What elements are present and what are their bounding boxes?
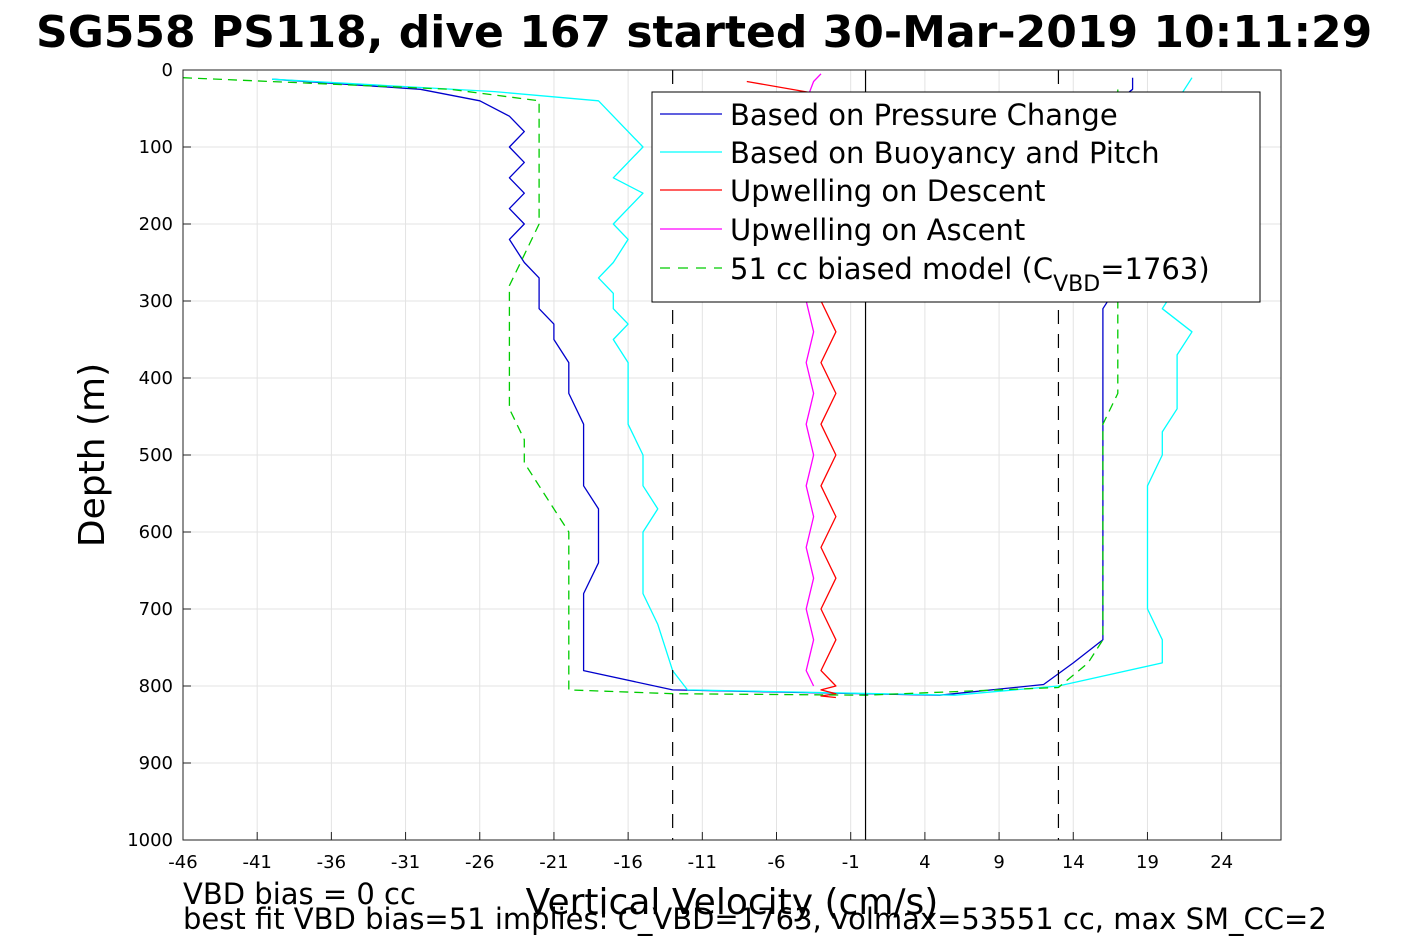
y-tick-label: 600 (139, 522, 173, 543)
x-tick-label: 9 (993, 852, 1004, 873)
y-tick-label: 700 (139, 599, 173, 620)
y-tick-label: 1000 (127, 830, 173, 851)
x-tick-labels: -46 -41 -36 -31 -26 -21 -16 -11 -6 -1 4 9 14 19 24 (168, 832, 1233, 873)
x-tick-label: -41 (242, 852, 271, 873)
legend-label-model-sub: VBD (1053, 272, 1100, 297)
y-tick-label: 0 (162, 60, 173, 81)
y-tick-label: 500 (139, 445, 173, 466)
legend-box (651, 91, 1261, 303)
series-line-upwelling-descent (746, 80, 837, 699)
y-tick-label: 800 (139, 676, 173, 697)
legend-label-descent: Upwelling on Descent (730, 174, 1046, 208)
y-tick-label: 900 (139, 753, 173, 774)
x-tick-label: -26 (465, 852, 494, 873)
y-tick-label: 300 (139, 291, 173, 312)
legend-label-model-suffix: =1763) (1100, 252, 1209, 286)
x-tick-label: 4 (919, 852, 930, 873)
series-line-biased-model (183, 77, 1119, 696)
legend-label-ascent: Upwelling on Ascent (730, 213, 1025, 247)
legend-label-buoyancy: Based on Buoyancy and Pitch (730, 136, 1160, 170)
y-tick-labels: 0 100 200 300 400 500 600 700 800 900 1000 (127, 60, 191, 851)
vbd-bias-note: VBD bias = 0 cc (183, 877, 416, 911)
y-tick-label: 200 (139, 214, 173, 235)
x-tick-label: -21 (539, 852, 568, 873)
y-tick-label: 100 (139, 137, 173, 158)
x-axis-label: Vertical Velocity (cm/s) (526, 882, 939, 923)
chart-title: SG558 PS118, dive 167 started 30-Mar-201… (36, 7, 1372, 58)
y-tick-label: 400 (139, 368, 173, 389)
x-tick-label: -11 (688, 852, 717, 873)
x-tick-label: -6 (768, 852, 786, 873)
x-tick-label: -1 (842, 852, 860, 873)
x-tick-label: -36 (317, 852, 346, 873)
y-axis-label: Depth (m) (72, 363, 113, 547)
legend: Based on Pressure Change Based on Buoyan… (651, 91, 1261, 303)
x-tick-label: -46 (168, 852, 197, 873)
legend-label-pressure: Based on Pressure Change (730, 98, 1118, 132)
best-fit-note: best fit VBD bias=51 implies: C_VBD=1763… (183, 902, 1327, 936)
x-tick-label: -16 (613, 852, 642, 873)
x-tick-label: 19 (1136, 852, 1159, 873)
legend-label-model-main: 51 cc biased model (C (730, 252, 1053, 286)
x-tick-label: -31 (391, 852, 420, 873)
x-tick-label: 24 (1210, 852, 1233, 873)
legend-label-model: 51 cc biased model (CVBD=1763) (730, 252, 1210, 297)
x-tick-label: 14 (1062, 852, 1085, 873)
